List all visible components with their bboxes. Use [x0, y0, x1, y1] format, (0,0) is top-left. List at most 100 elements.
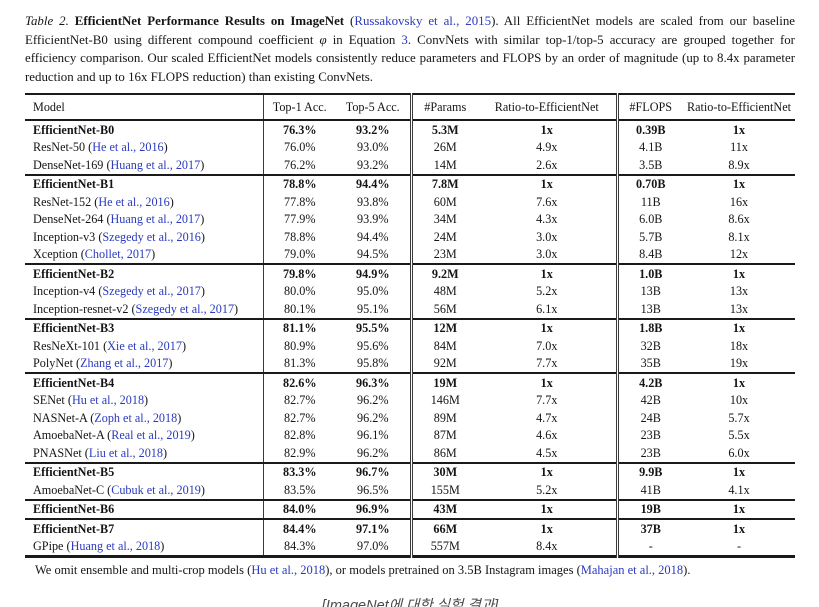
model-name: AmoebaNet-A (: [33, 428, 112, 443]
value-cell: 13B: [615, 282, 683, 301]
value-cell: 16x: [729, 194, 749, 209]
caption-text: ). All EfficientNet models are scaled fr…: [25, 14, 796, 47]
value-cell: 1x: [683, 317, 795, 338]
value-cell: 77.8%: [262, 193, 336, 211]
table-row: EfficientNet-B1 78.8% 94.4% 7.8M 1x 0.70B 1x: [25, 173, 795, 194]
citation-link[interactable]: Chollet, 2017: [84, 247, 152, 262]
value-cell: 7.7x: [536, 356, 558, 371]
model-name: ): [200, 212, 205, 227]
citation-link[interactable]: Huang et al., 2018: [70, 539, 161, 554]
citation-link[interactable]: He et al., 2016: [92, 140, 164, 155]
table-row: Xception (Chollet, 2017) 79.0% 94.5% 23M 3.0…: [25, 245, 795, 265]
model-name: EfficientNet-B2: [33, 266, 115, 281]
citation-link[interactable]: Xie et al., 2017: [107, 338, 182, 353]
value-cell: 1x: [478, 461, 617, 482]
value-cell: 84.3%: [262, 537, 336, 557]
model-name: ): [177, 410, 182, 425]
value-cell: 34M: [409, 210, 478, 229]
value-cell: 11B: [615, 193, 683, 211]
value-cell: 7.8M: [409, 173, 478, 194]
value-cell: 1x: [683, 263, 795, 283]
citation-link[interactable]: Hu et al., 2018: [71, 393, 145, 408]
table-row: PNASNet (Liu et al., 2018) 82.9% 96.2% 86M 4…: [25, 444, 795, 463]
value-cell: 94.4%: [357, 229, 389, 244]
value-cell: 77.9%: [262, 210, 336, 229]
value-cell: 1x: [540, 122, 553, 137]
citation-link[interactable]: Zhang et al., 2017: [80, 356, 169, 371]
table-body: EfficientNet-B0 76.3% 93.2% 5.3M 1x 0.39B 1x Re…: [25, 120, 795, 557]
value-cell: 42B: [615, 391, 683, 410]
model-name: DenseNet-264 (: [33, 212, 111, 227]
value-cell: 155M: [409, 481, 478, 500]
table-row: EfficientNet-B3 81.1% 95.5% 12M 1x 1.8B 1x: [25, 317, 795, 338]
value-cell: 97.1%: [336, 518, 411, 538]
model-name: ): [190, 428, 195, 443]
table-row: EfficientNet-B0 76.3% 93.2% 5.3M 1x 0.39B 1x: [25, 120, 795, 139]
model-name: EfficientNet-B7: [33, 521, 115, 536]
value-cell: 89M: [409, 409, 478, 427]
value-cell: 8.6x: [728, 212, 750, 227]
value-cell: 79.0%: [262, 245, 336, 265]
value-cell: 1.0B: [615, 263, 683, 283]
value-cell: 32B: [615, 337, 683, 355]
citation-link[interactable]: Huang et al., 2017: [110, 157, 201, 172]
value-cell: 5.2x: [536, 482, 558, 497]
header-row: Model Top-1 Acc. Top-5 Acc. #Params Ratio-to…: [25, 94, 795, 121]
value-cell: 6.1x: [536, 301, 558, 316]
model-name: Xception (: [33, 247, 85, 262]
value-cell: 7.0x: [536, 338, 558, 353]
value-cell: 93.2%: [355, 122, 390, 137]
value-cell: 96.3%: [336, 372, 411, 392]
citation-link[interactable]: Liu et al., 2018: [88, 445, 163, 460]
citation-link[interactable]: Cubuk et al., 2019: [111, 482, 201, 497]
column-header: Model: [33, 99, 65, 114]
value-cell: 87M: [409, 426, 478, 445]
value-cell: 24B: [615, 409, 683, 427]
value-cell: 1x: [683, 498, 795, 520]
citation-link[interactable]: Real et al., 2019: [111, 428, 191, 443]
footnote-text: ).: [683, 563, 691, 578]
value-cell: 95.1%: [357, 301, 389, 316]
value-cell: 80.1%: [262, 300, 336, 319]
model-name: EfficientNet-B4: [33, 375, 115, 390]
value-cell: 19M: [409, 372, 478, 392]
value-cell: 13x: [729, 301, 749, 316]
value-cell: 4.2B: [615, 372, 683, 392]
model-name: Inception-resnet-v2 (: [33, 301, 136, 316]
citation-link[interactable]: Hu et al., 2018: [251, 563, 326, 578]
citation-link[interactable]: Zoph et al., 2018: [94, 410, 178, 425]
caption-text: Table 2.: [25, 14, 69, 28]
table-row: ResNet-50 (He et al., 2016) 76.0% 93.0% 26M…: [25, 138, 795, 157]
citation-link[interactable]: Szegedy et al., 2017: [135, 301, 235, 316]
citation-link[interactable]: Huang et al., 2017: [110, 212, 201, 227]
value-cell: 1x: [478, 498, 617, 520]
value-cell: 86M: [409, 444, 478, 463]
table-footnote: We omit ensemble and multi-crop models (…: [25, 562, 795, 578]
table-caption: Table 2. EfficientNet Performance Result…: [25, 12, 795, 86]
value-cell: 19x: [729, 356, 749, 371]
table-row: EfficientNet-B4 82.6% 96.3% 19M 1x 4.2B 1x: [25, 372, 795, 392]
table-row: SENet (Hu et al., 2018) 82.7% 96.2% 146M 7.7…: [25, 391, 795, 410]
value-cell: 3.0x: [536, 229, 558, 244]
column-header: Top-1 Acc.: [262, 94, 336, 121]
table-row: Inception-v3 (Szegedy et al., 2016) 78.8%…: [25, 228, 795, 246]
citation-link[interactable]: Szegedy et al., 2016: [102, 229, 201, 244]
value-cell: 1x: [478, 317, 617, 338]
citation-link[interactable]: Mahajan et al., 2018: [580, 563, 684, 578]
citation-link[interactable]: Russakovsky et al., 2015: [354, 14, 492, 28]
figure-caption-korean: [ImageNet에 대한 실험 결과]: [321, 598, 499, 607]
value-cell: 5.3M: [409, 120, 478, 139]
model-cell: NASNet-A (Zoph et al., 2018): [25, 409, 263, 427]
value-cell: 4.6x: [536, 428, 558, 443]
model-name: ): [163, 140, 168, 155]
citation-link[interactable]: 3: [401, 32, 408, 47]
model-name: ResNet-50 (: [33, 140, 93, 155]
value-cell: 96.2%: [357, 410, 389, 425]
value-cell: 4.5x: [536, 445, 558, 460]
citation-link[interactable]: He et al., 2016: [98, 194, 170, 209]
value-cell: 1x: [478, 518, 617, 538]
value-cell: 41B: [615, 481, 683, 500]
value-cell: 93.2%: [357, 157, 389, 172]
citation-link[interactable]: Szegedy et al., 2017: [102, 284, 201, 299]
value-cell: 83.3%: [262, 461, 336, 482]
